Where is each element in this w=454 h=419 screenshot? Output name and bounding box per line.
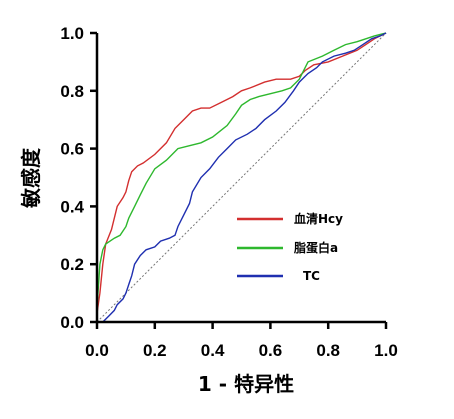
x-axis-title: 1 - 特异性 [198,372,294,396]
series-line-1 [96,32,387,322]
legend-label-3: TC [303,269,320,283]
y-tick-label: 0.6 [60,140,84,159]
reference-diagonal [96,32,387,323]
axes [95,33,386,324]
y-tick-label: 0.8 [60,82,84,101]
series-line-3 [97,32,387,323]
y-ticks: 0.0 0.2 0.4 0.6 0.8 1.0 [60,24,97,332]
legend: 血清Hcy 脂蛋白a TC [237,211,343,283]
series-line-2 [96,32,387,322]
y-tick-label: 1.0 [60,24,84,43]
x-tick-label: 0.2 [143,341,167,360]
plot-area [96,32,387,323]
legend-label-2: 脂蛋白a [293,240,338,255]
y-tick-label: 0.4 [60,197,84,216]
y-tick-label: 0.2 [60,255,84,274]
x-tick-label: 0.4 [201,341,225,360]
legend-label-1: 血清Hcy [294,211,343,226]
x-tick-label: 0.8 [316,341,340,360]
x-tick-label: 0.6 [259,341,283,360]
x-ticks: 0.0 0.2 0.4 0.6 0.8 1.0 [85,322,398,360]
x-tick-label: 0.0 [85,341,109,360]
y-axis-title: 敏感度 [19,147,43,209]
y-tick-label: 0.0 [60,313,84,332]
x-tick-label: 1.0 [374,341,398,360]
